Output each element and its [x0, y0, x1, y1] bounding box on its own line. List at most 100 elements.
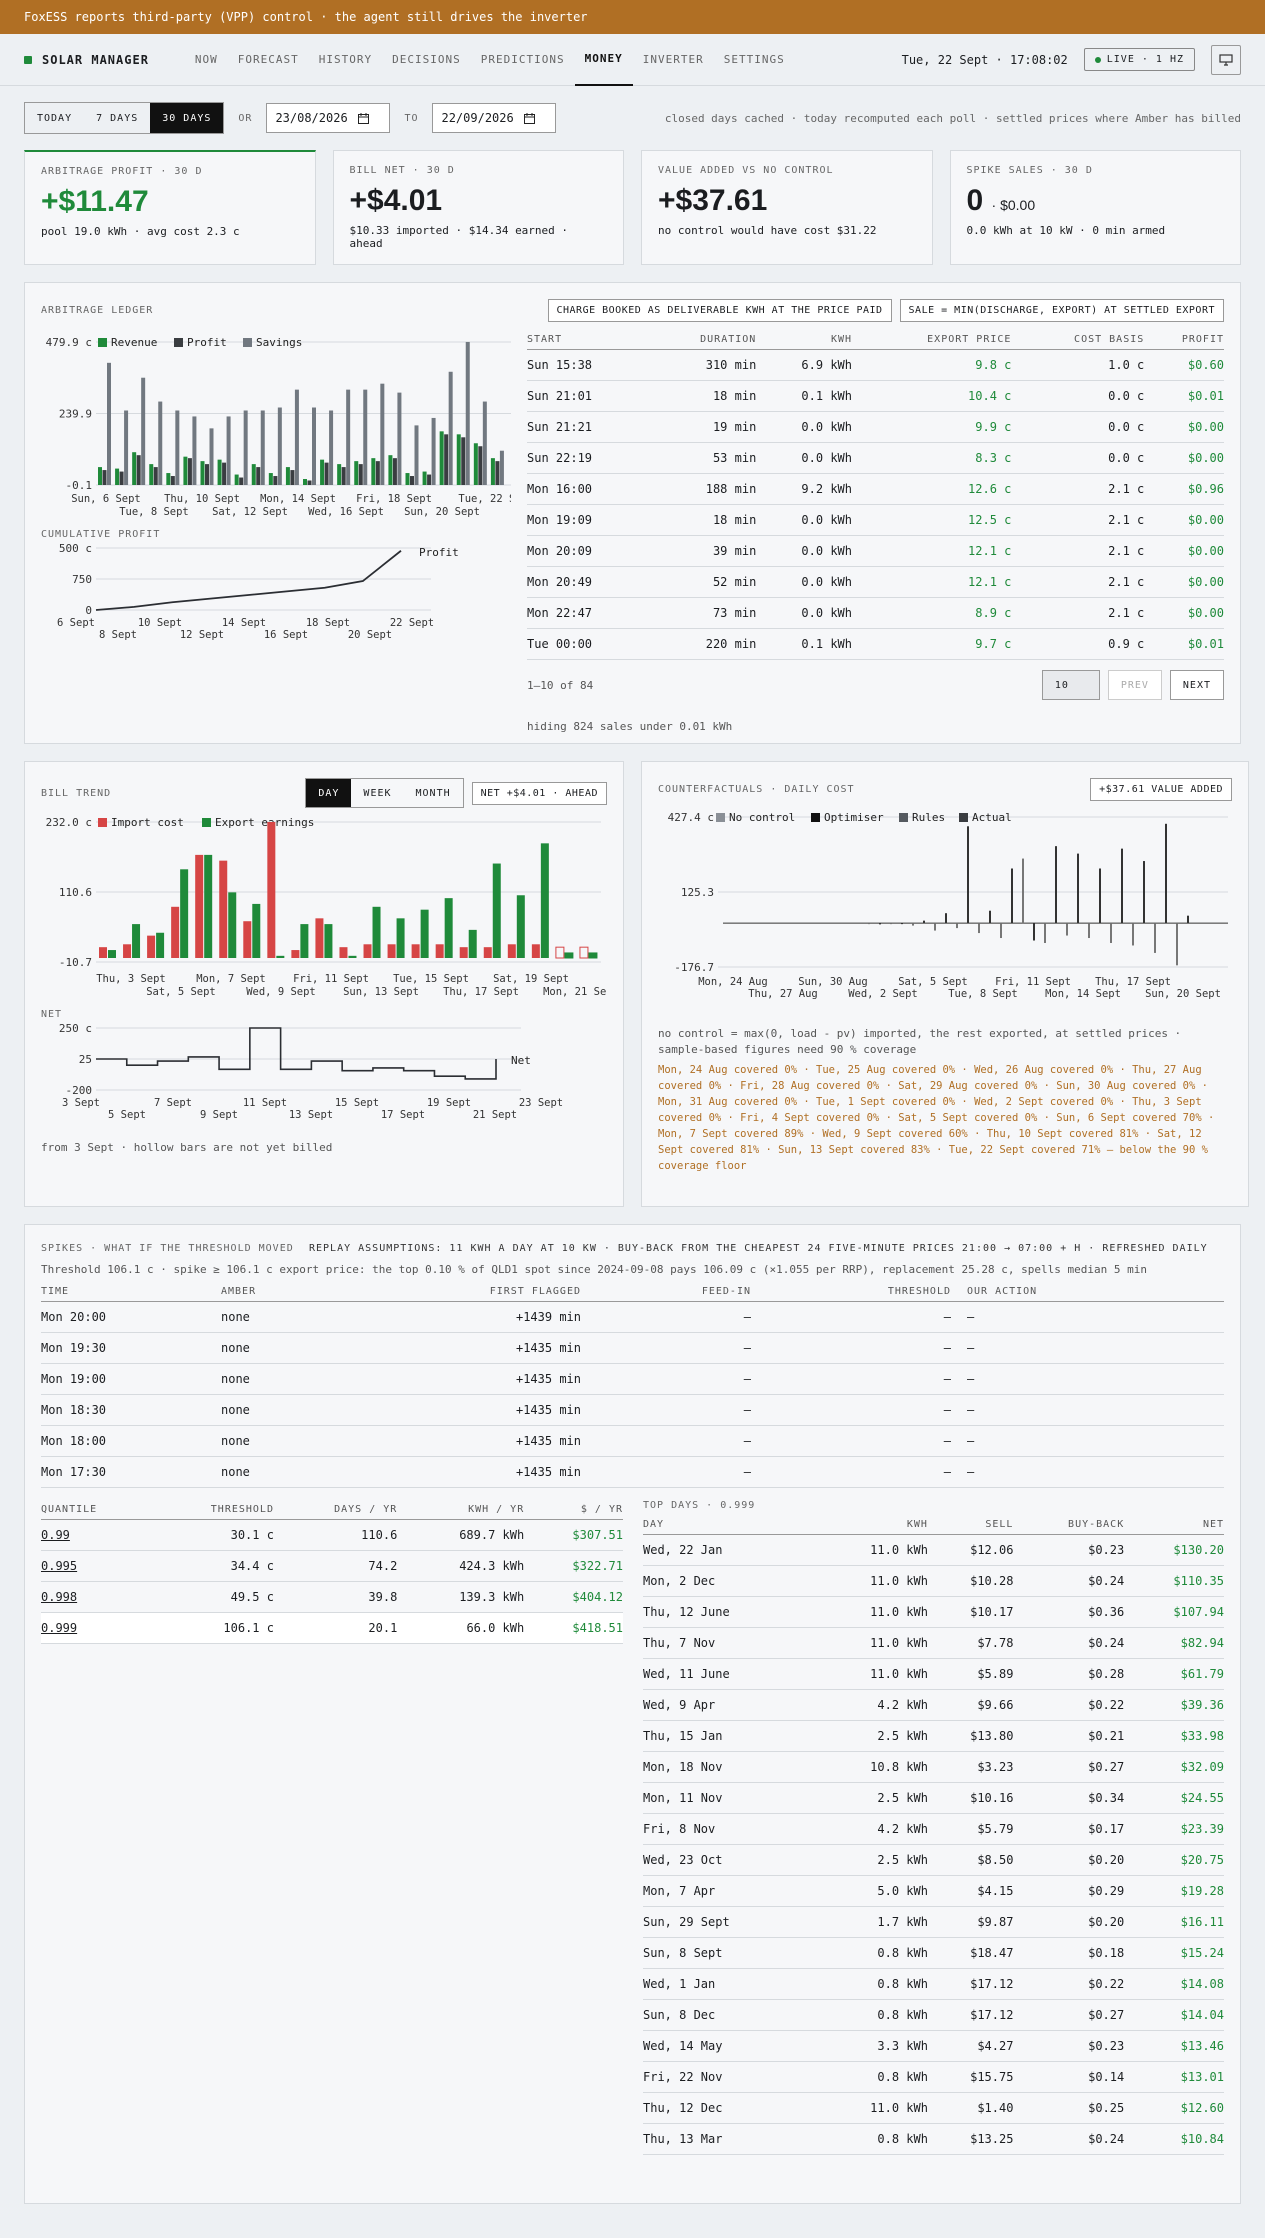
to-date-input[interactable]: 22/09/2026	[432, 103, 557, 133]
bar-export-earnings	[516, 895, 525, 958]
cell: Fri, 8 Nov	[643, 1813, 814, 1845]
spike-row[interactable]: Mon 18:00 none +1435 min – – –	[41, 1425, 1224, 1457]
range-7-days[interactable]: 7 DAYS	[96, 112, 139, 124]
column-header[interactable]: KWH	[756, 330, 852, 350]
summary-cards: ARBITRAGE PROFIT · 30 D +$11.47 pool 19.…	[0, 150, 1265, 265]
live-badge[interactable]: LIVE · 1 HZ	[1083, 48, 1195, 71]
column-header[interactable]: DAYS / YR	[273, 1500, 398, 1520]
monitor-button[interactable]	[1211, 44, 1241, 75]
ledger-row[interactable]: Mon 20:09 39 min 0.0 kWh 12.1 c 2.1 c $0.00	[527, 535, 1224, 567]
prev-button[interactable]: PREV	[1107, 670, 1162, 700]
top-day-row[interactable]: Sun, 8 Sept 0.8 kWh $18.47 $0.18 $15.24	[643, 1937, 1224, 1969]
top-day-row[interactable]: Mon, 2 Dec 11.0 kWh $10.28 $0.24 $110.35	[643, 1565, 1224, 1597]
top-day-row[interactable]: Wed, 14 May 3.3 kWh $4.27 $0.23 $13.46	[643, 2030, 1224, 2062]
period-week[interactable]: WEEK	[363, 787, 392, 799]
tab-decisions[interactable]: DECISIONS	[392, 53, 461, 66]
spike-row[interactable]: Mon 20:00 none +1439 min – – –	[41, 1301, 1224, 1333]
next-button[interactable]: NEXT	[1169, 670, 1224, 700]
period-day[interactable]: DAY	[306, 779, 352, 807]
column-header[interactable]: FEED-IN	[581, 1282, 751, 1302]
top-day-row[interactable]: Thu, 12 June 11.0 kWh $10.17 $0.36 $107.94	[643, 1596, 1224, 1628]
top-day-row[interactable]: Wed, 11 June 11.0 kWh $5.89 $0.28 $61.79	[643, 1658, 1224, 1690]
cell: $130.20	[1124, 1534, 1224, 1566]
ledger-row[interactable]: Tue 00:00 220 min 0.1 kWh 9.7 c 0.9 c $0.01	[527, 628, 1224, 660]
top-day-row[interactable]: Wed, 22 Jan 11.0 kWh $12.06 $0.23 $130.20	[643, 1534, 1224, 1566]
column-header[interactable]: THRESHOLD	[751, 1282, 951, 1302]
tab-settings[interactable]: SETTINGS	[723, 53, 785, 66]
top-day-row[interactable]: Fri, 8 Nov 4.2 kWh $5.79 $0.17 $23.39	[643, 1813, 1224, 1845]
top-day-row[interactable]: Thu, 15 Jan 2.5 kWh $13.80 $0.21 $33.98	[643, 1720, 1224, 1752]
ledger-row[interactable]: Mon 19:09 18 min 0.0 kWh 12.5 c 2.1 c $0.00	[527, 504, 1224, 536]
bar-import-cost	[219, 860, 228, 958]
ledger-row[interactable]: Sun 22:19 53 min 0.0 kWh 8.3 c 0.0 c $0.00	[527, 442, 1224, 474]
cell: $23.39	[1124, 1813, 1224, 1845]
column-header[interactable]: KWH	[813, 1515, 928, 1535]
brand[interactable]: SOLAR MANAGER	[24, 53, 149, 67]
ledger-row[interactable]: Mon 20:49 52 min 0.0 kWh 12.1 c 2.1 c $0.00	[527, 566, 1224, 598]
top-day-row[interactable]: Wed, 9 Apr 4.2 kWh $9.66 $0.22 $39.36	[643, 1689, 1224, 1721]
cell: 9.9 c	[852, 411, 1012, 443]
range-today[interactable]: TODAY	[37, 112, 73, 124]
top-day-row[interactable]: Mon, 11 Nov 2.5 kWh $10.16 $0.34 $24.55	[643, 1782, 1224, 1814]
period-month[interactable]: MONTH	[415, 787, 451, 799]
top-day-row[interactable]: Sun, 29 Sept 1.7 kWh $9.87 $0.20 $16.11	[643, 1906, 1224, 1938]
x-tick-label: Sat, 19 Sept	[493, 973, 569, 985]
top-day-row[interactable]: Mon, 18 Nov 10.8 kWh $3.23 $0.27 $32.09	[643, 1751, 1224, 1783]
column-header[interactable]: DURATION	[650, 330, 757, 350]
top-day-row[interactable]: Thu, 12 Dec 11.0 kWh $1.40 $0.25 $12.60	[643, 2092, 1224, 2124]
column-header[interactable]: THRESHOLD	[150, 1500, 274, 1520]
ledger-row[interactable]: Sun 15:38 310 min 6.9 kWh 9.8 c 1.0 c $0.60	[527, 349, 1224, 381]
column-header[interactable]: NET	[1124, 1515, 1224, 1535]
ledger-row[interactable]: Mon 16:00 188 min 9.2 kWh 12.6 c 2.1 c $0.96	[527, 473, 1224, 505]
column-header[interactable]: AMBER	[221, 1282, 391, 1302]
ledger-row[interactable]: Sun 21:21 19 min 0.0 kWh 9.9 c 0.0 c $0.00	[527, 411, 1224, 443]
column-header[interactable]: PROFIT	[1144, 330, 1224, 350]
column-header[interactable]: COST BASIS	[1011, 330, 1145, 350]
tab-predictions[interactable]: PREDICTIONS	[480, 53, 565, 66]
top-day-row[interactable]: Thu, 13 Mar 0.8 kWh $13.25 $0.24 $10.84	[643, 2123, 1224, 2155]
tab-now[interactable]: NOW	[194, 53, 218, 66]
tab-history[interactable]: HISTORY	[318, 53, 373, 66]
tab-forecast[interactable]: FORECAST	[237, 53, 299, 66]
cell: 0.99	[41, 1519, 151, 1551]
column-header[interactable]: BUY-BACK	[1013, 1515, 1125, 1535]
column-header[interactable]: FIRST FLAGGED	[391, 1282, 581, 1302]
quantile-row[interactable]: 0.99 30.1 c 110.6 689.7 kWh $307.51	[41, 1519, 623, 1551]
spike-row[interactable]: Mon 17:30 none +1435 min – – –	[41, 1456, 1224, 1488]
bar-actual	[912, 923, 914, 926]
quantile-row[interactable]: 0.995 34.4 c 74.2 424.3 kWh $322.71	[41, 1550, 623, 1582]
vpp-banner: FoxESS reports third-party (VPP) control…	[0, 0, 1265, 34]
tab-inverter[interactable]: INVERTER	[642, 53, 704, 66]
from-date-input[interactable]: 23/08/2026	[266, 103, 391, 133]
ledger-row[interactable]: Mon 22:47 73 min 0.0 kWh 8.9 c 2.1 c $0.00	[527, 597, 1224, 629]
spike-row[interactable]: Mon 19:00 none +1435 min – – –	[41, 1363, 1224, 1395]
bar-import-cost	[483, 947, 492, 958]
column-header[interactable]: QUANTILE	[41, 1500, 151, 1520]
tab-money[interactable]: MONEY	[574, 34, 633, 86]
column-header[interactable]: $ / YR	[524, 1500, 623, 1520]
page-size-input[interactable]: 10	[1041, 670, 1100, 700]
top-day-row[interactable]: Wed, 23 Oct 2.5 kWh $8.50 $0.20 $20.75	[643, 1844, 1224, 1876]
quantile-row[interactable]: 0.999 106.1 c 20.1 66.0 kWh $418.51	[41, 1612, 623, 1644]
column-header[interactable]: TIME	[41, 1282, 221, 1302]
column-header[interactable]: KWH / YR	[397, 1500, 525, 1520]
top-day-row[interactable]: Fri, 22 Nov 0.8 kWh $15.75 $0.14 $13.01	[643, 2061, 1224, 2093]
column-header[interactable]: SELL	[927, 1515, 1014, 1535]
column-header[interactable]: OUR ACTION	[951, 1282, 1224, 1302]
quantile-table: QUANTILE THRESHOLD DAYS / YR KWH / YR $ / YR…	[41, 1500, 623, 1644]
bar-actual	[1176, 923, 1178, 966]
range-30-days[interactable]: 30 DAYS	[150, 103, 224, 133]
column-header[interactable]: EXPORT PRICE	[852, 330, 1012, 350]
spike-row[interactable]: Mon 19:30 none +1435 min – – –	[41, 1332, 1224, 1364]
bar-import-cost	[339, 947, 348, 958]
top-day-row[interactable]: Sun, 8 Dec 0.8 kWh $17.12 $0.27 $14.04	[643, 1999, 1224, 2031]
cell: Mon, 2 Dec	[643, 1565, 814, 1597]
top-day-row[interactable]: Mon, 7 Apr 5.0 kWh $4.15 $0.29 $19.28	[643, 1875, 1224, 1907]
quantile-row[interactable]: 0.998 49.5 c 39.8 139.3 kWh $404.12	[41, 1581, 623, 1613]
top-day-row[interactable]: Thu, 7 Nov 11.0 kWh $7.78 $0.24 $82.94	[643, 1627, 1224, 1659]
top-day-row[interactable]: Wed, 1 Jan 0.8 kWh $17.12 $0.22 $14.08	[643, 1968, 1224, 2000]
spike-row[interactable]: Mon 18:30 none +1435 min – – –	[41, 1394, 1224, 1426]
column-header[interactable]: START	[527, 330, 651, 350]
ledger-row[interactable]: Sun 21:01 18 min 0.1 kWh 10.4 c 0.0 c $0.01	[527, 380, 1224, 412]
column-header[interactable]: DAY	[643, 1515, 814, 1535]
